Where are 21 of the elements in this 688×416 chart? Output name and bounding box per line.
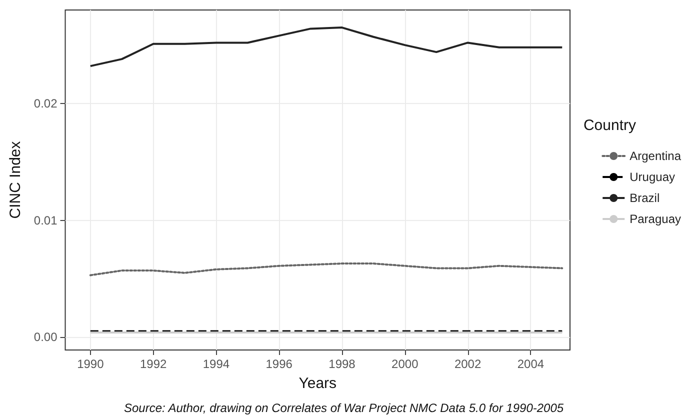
legend-title: Country xyxy=(583,117,636,134)
x-tick-label: 1994 xyxy=(202,357,230,371)
x-tick-label: 1992 xyxy=(140,357,167,371)
x-axis-title: Years xyxy=(298,375,337,392)
x-tick-label: 1990 xyxy=(77,357,104,371)
x-tick-label: 1996 xyxy=(266,357,293,371)
line-series xyxy=(89,26,564,68)
x-tick-label: 2000 xyxy=(392,357,419,371)
y-axis-title: CINC Index xyxy=(7,140,24,219)
legend-label: Paraguay xyxy=(630,212,682,226)
line-series xyxy=(89,262,564,276)
legend-label: Brazil xyxy=(630,191,660,205)
x-tick-label: 1998 xyxy=(328,357,356,371)
legend-label: Argentina xyxy=(630,149,682,163)
x-tick-label: 2002 xyxy=(454,357,482,371)
legend-label: Uruguay xyxy=(630,170,675,184)
x-tick-label: 2004 xyxy=(517,357,544,371)
y-tick-label: 0.02 xyxy=(34,96,58,110)
y-tick-label: 0.01 xyxy=(34,213,58,228)
y-tick-label: 0.00 xyxy=(34,330,58,344)
source-note: Source: Author, drawing on Correlates of War Project NMC Data 5.0 for 1990-2005 xyxy=(124,401,564,415)
